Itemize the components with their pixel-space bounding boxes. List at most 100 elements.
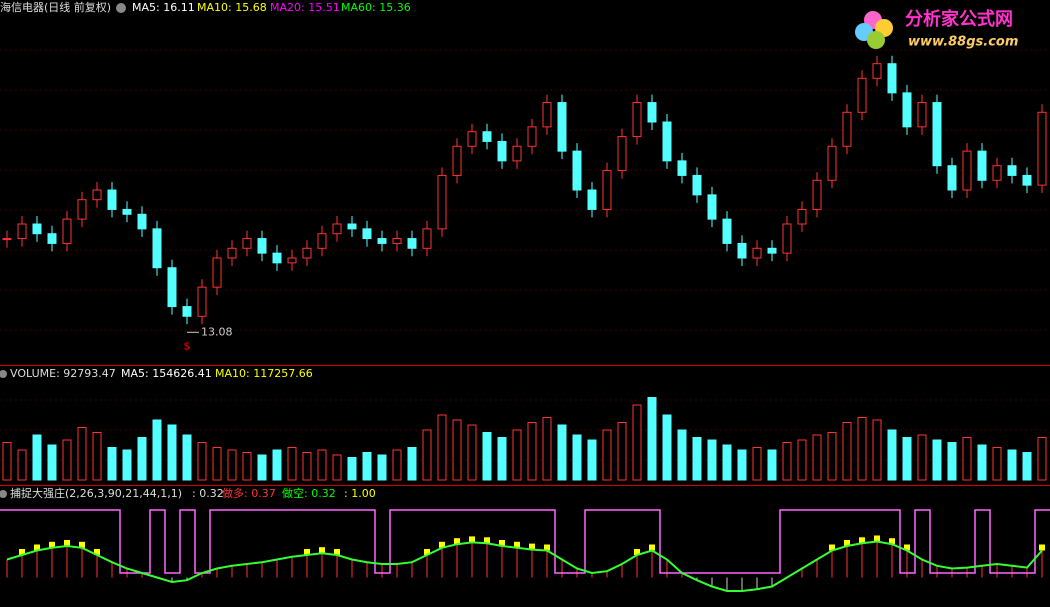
- candle-body: [752, 247, 762, 259]
- strength-cap: [64, 540, 70, 546]
- volume-bar: [452, 419, 462, 481]
- candle-body: [2, 238, 12, 241]
- volume-bar: [272, 449, 282, 481]
- strength-cap: [484, 537, 490, 544]
- volume-bar: [737, 449, 747, 481]
- strength-cap: [94, 549, 100, 555]
- volume-bar: [362, 452, 372, 481]
- candle-body: [677, 160, 687, 176]
- volume-bar: [602, 429, 612, 481]
- volume-bar: [977, 444, 987, 481]
- volume-bar: [242, 452, 252, 481]
- strength-cap: [454, 538, 460, 545]
- volume-bar: [572, 434, 582, 481]
- candle-body: [737, 242, 747, 259]
- volume-bar: [992, 447, 1002, 481]
- volume-bar: [1007, 449, 1017, 481]
- candle-body: [722, 218, 732, 244]
- candle-body: [947, 165, 957, 191]
- strength-cap: [514, 541, 520, 548]
- candle-body: [257, 238, 267, 254]
- volume-bar: [497, 437, 507, 481]
- strength-cap: [439, 541, 445, 548]
- volume-bar: [857, 417, 867, 481]
- candle-body: [932, 102, 942, 167]
- stock-title: 海信电器(日线 前复权): [0, 0, 111, 14]
- volume-bar: [137, 437, 147, 481]
- candle-body: [1007, 165, 1017, 176]
- volume-bar: [62, 439, 72, 481]
- volume-bar: [77, 427, 87, 481]
- strength-cap: [1039, 544, 1045, 551]
- candle-body: [17, 223, 27, 240]
- candle-body: [527, 126, 537, 147]
- volume-bar: [257, 454, 267, 481]
- marks: 13.08 $: [0, 55, 1050, 592]
- volume-bar: [347, 457, 357, 481]
- volume-ma5: MA5: 154626.41: [121, 367, 212, 380]
- low-label: 13.08: [201, 325, 233, 338]
- volume-bar: [842, 422, 852, 481]
- ma20-label: MA20: 15.51: [270, 1, 340, 14]
- volume-bar: [227, 449, 237, 481]
- menu-icon[interactable]: [0, 370, 7, 378]
- strength-cap: [904, 544, 910, 551]
- candle-body: [1022, 174, 1032, 186]
- candle-body: [182, 306, 192, 317]
- volume-bar: [557, 424, 567, 481]
- logo-name: 分析家公式网: [905, 8, 1013, 30]
- candle-body: [362, 228, 372, 240]
- candle-body: [92, 189, 102, 201]
- volume-bar: [92, 432, 102, 481]
- volume-bar: [182, 434, 192, 481]
- candle-body: [422, 228, 432, 249]
- volume-bar: [917, 434, 927, 481]
- candle-body: [887, 63, 897, 94]
- strength-cap: [469, 536, 475, 543]
- candle-body: [227, 247, 237, 259]
- volume-bar: [302, 452, 312, 481]
- candle-body: [542, 102, 552, 128]
- candle-body: [812, 179, 822, 210]
- menu-icon[interactable]: [116, 3, 126, 13]
- volume-bar: [542, 417, 552, 481]
- candle-body: [197, 286, 207, 317]
- ma60-label: MA60: 15.36: [341, 1, 411, 14]
- strength-cap: [844, 540, 850, 546]
- candle-body: [857, 77, 867, 113]
- candle-body: [47, 233, 57, 244]
- strength-cap: [829, 544, 835, 551]
- volume-bar: [782, 442, 792, 481]
- candle-body: [782, 223, 792, 254]
- indicator-last: : 1.00: [344, 487, 376, 500]
- strength-cap: [19, 549, 25, 555]
- volume-bar: [827, 432, 837, 481]
- strength-cap: [544, 544, 550, 551]
- strength-cap: [889, 538, 895, 545]
- strength-cap: [304, 549, 310, 555]
- volume-bar: [437, 414, 447, 481]
- indicator-name: 捕捉大强庄(2,26,3,90,21,44,1,1): [10, 486, 182, 500]
- volume-bar: [212, 447, 222, 481]
- candle-body: [992, 165, 1002, 181]
- volume-bar: [647, 397, 657, 481]
- volume-bar: [197, 442, 207, 481]
- candle-body: [797, 208, 807, 225]
- volume-bar: [47, 444, 57, 481]
- strength-cap: [334, 549, 340, 555]
- volume-bar: [482, 432, 492, 481]
- volume-ma10: MA10: 117257.66: [215, 367, 313, 380]
- strength-cap: [859, 537, 865, 544]
- candle-body: [692, 174, 702, 196]
- candle-body: [872, 63, 882, 79]
- menu-icon[interactable]: [0, 490, 7, 498]
- candle-body: [332, 223, 342, 235]
- volume-bar: [2, 442, 12, 481]
- candle-body: [647, 102, 657, 123]
- candle-body: [617, 136, 627, 172]
- candle-body: [62, 218, 72, 244]
- candle-body: [467, 131, 477, 147]
- candle-body: [437, 174, 447, 230]
- candle-body: [602, 170, 612, 210]
- strength-cap: [499, 540, 505, 546]
